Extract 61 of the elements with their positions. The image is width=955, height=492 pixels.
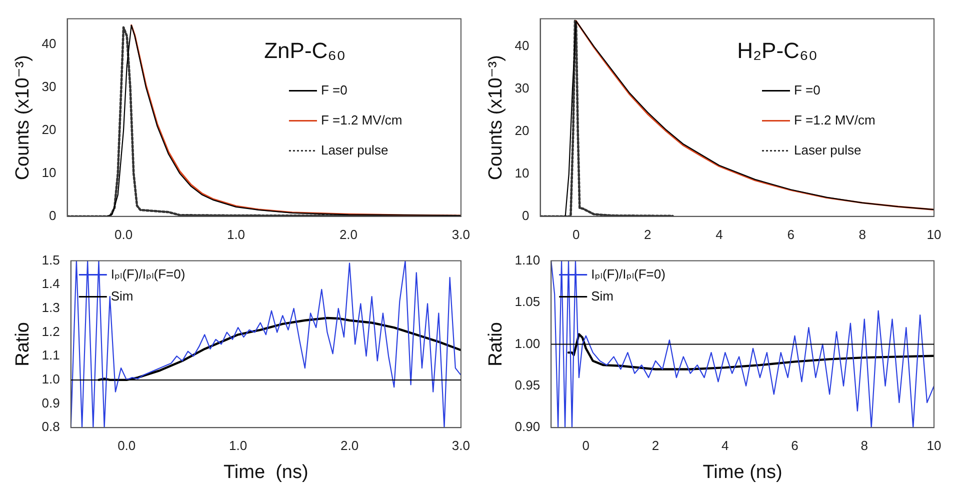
y-tick-label: 1.3 (42, 300, 60, 316)
x-tick-label: 1.0 (229, 438, 248, 453)
x-axis-title: Time (ns) (702, 462, 782, 483)
y-axis-title: Counts (x10⁻³) (486, 55, 507, 180)
y-tick-label: 1.10 (514, 252, 540, 268)
x-tick-label: 3.0 (452, 226, 470, 242)
y-tick-label: 1.05 (514, 294, 540, 310)
y-tick-label: 0 (49, 208, 56, 223)
y-tick-label: 1.4 (42, 276, 60, 292)
x-tick-label: 0.0 (118, 438, 136, 453)
x-tick-label: 2.0 (339, 226, 358, 242)
x-tick-label: 0 (572, 226, 580, 242)
x-tick-label: 6 (791, 438, 798, 453)
x-axis-title: Time (ns) (224, 462, 308, 483)
y-tick-label: 40 (514, 38, 530, 53)
x-tick-label: 6 (787, 226, 794, 242)
y-tick-label: 1.2 (42, 324, 60, 339)
legend-label: Sim (110, 288, 134, 304)
y-axis-title: Ratio (12, 322, 34, 366)
x-tick-label: 2 (652, 438, 660, 453)
annotation: ZnP-C₆₀ (264, 38, 346, 63)
y-axis-title: Counts (x10⁻³) (12, 55, 34, 180)
y-tick-label: 0.95 (514, 377, 540, 392)
y-tick-label: 30 (42, 79, 56, 94)
x-tick-label: 8 (858, 226, 866, 242)
legend-label: F =0 (320, 82, 348, 98)
x-tick-label: 0 (582, 438, 590, 453)
legend-label: Laser pulse (794, 142, 862, 158)
x-tick-label: 10 (926, 438, 942, 453)
legend-label: F =1.2 MV/cm (320, 112, 402, 128)
legend-label: Iₚₗ(F)/Iₚₗ(F=0) (110, 266, 186, 282)
y-tick-label: 0.90 (514, 419, 540, 434)
y-tick-label: 20 (42, 122, 56, 138)
x-tick-label: 0.0 (114, 226, 133, 242)
x-tick-label: 1.0 (226, 226, 246, 242)
y-tick-label: 0.8 (42, 419, 60, 434)
y-axis-title: Ratio (486, 322, 507, 366)
y-tick-label: 10 (514, 165, 530, 180)
y-tick-label: 10 (42, 165, 56, 180)
y-tick-label: 1.0 (42, 372, 60, 387)
legend-label: Iₚₗ(F)/Iₚₗ(F=0) (591, 266, 666, 282)
y-tick-label: 40 (42, 36, 56, 52)
annotation: H₂P-C₆₀ (737, 38, 818, 63)
y-tick-label: 1.5 (42, 252, 60, 268)
x-tick-label: 3.0 (452, 438, 470, 453)
y-tick-label: 0 (522, 208, 530, 223)
y-tick-label: 1.1 (42, 348, 60, 363)
y-tick-label: 20 (514, 122, 530, 138)
x-tick-label: 2.0 (340, 438, 359, 453)
legend-label: Laser pulse (320, 142, 388, 158)
x-tick-label: 8 (860, 438, 868, 453)
legend-label: Sim (591, 288, 614, 304)
x-tick-label: 4 (722, 438, 729, 453)
y-tick-label: 0.9 (42, 395, 60, 410)
x-tick-label: 10 (926, 226, 942, 242)
y-tick-label: 30 (514, 80, 530, 96)
x-tick-label: 2 (644, 226, 652, 242)
x-tick-label: 4 (716, 226, 723, 242)
legend-label: F =0 (794, 82, 820, 98)
y-tick-label: 1.00 (514, 336, 540, 351)
legend-label: F =1.2 MV/cm (794, 112, 876, 128)
